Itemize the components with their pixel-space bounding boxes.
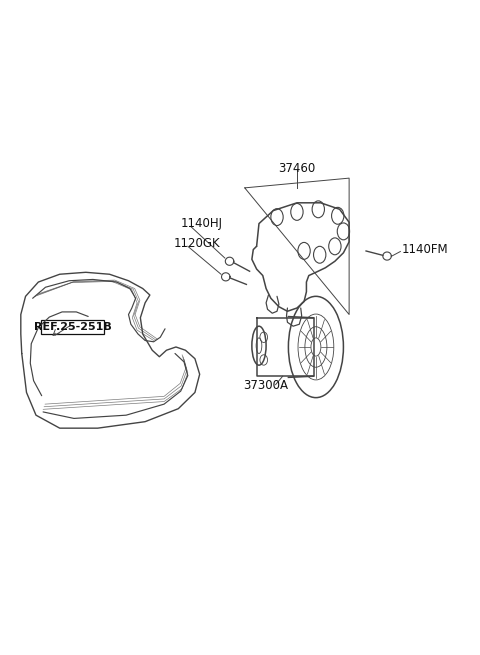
Text: 1120GK: 1120GK bbox=[174, 236, 220, 250]
Text: 37460: 37460 bbox=[278, 162, 315, 175]
Text: 1140FM: 1140FM bbox=[401, 243, 448, 256]
Text: 1140HJ: 1140HJ bbox=[180, 217, 223, 230]
Text: REF.25-251B: REF.25-251B bbox=[34, 322, 111, 332]
Text: 37300A: 37300A bbox=[243, 379, 288, 392]
